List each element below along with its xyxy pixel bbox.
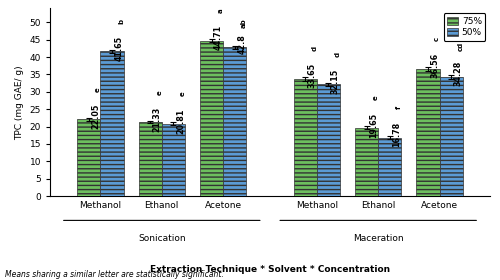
- Bar: [78, 119, 100, 196]
- Text: f: f: [396, 106, 402, 109]
- Bar: [138, 122, 162, 196]
- Bar: [223, 47, 246, 196]
- Text: Sonication: Sonication: [138, 234, 186, 242]
- Text: Extraction Technique * Solvent * Concentration: Extraction Technique * Solvent * Concent…: [150, 265, 390, 274]
- Bar: [200, 41, 223, 196]
- Bar: [294, 79, 317, 196]
- Text: 16.78: 16.78: [392, 122, 402, 147]
- Legend: 75%, 50%: 75%, 50%: [444, 13, 486, 41]
- Bar: [317, 84, 340, 196]
- Text: 33.65: 33.65: [308, 63, 317, 88]
- Text: 36.56: 36.56: [430, 53, 440, 78]
- Text: ab: ab: [241, 18, 247, 27]
- Bar: [100, 51, 124, 196]
- Bar: [378, 138, 402, 196]
- Text: e: e: [95, 87, 101, 92]
- Text: 32.15: 32.15: [331, 69, 340, 94]
- Bar: [416, 69, 440, 196]
- Y-axis label: TPC (mg GAE/ g): TPC (mg GAE/ g): [15, 65, 24, 139]
- Text: e: e: [373, 96, 379, 101]
- Text: e: e: [180, 92, 186, 96]
- Bar: [440, 77, 462, 196]
- Text: 20.81: 20.81: [176, 108, 185, 134]
- Bar: [162, 124, 185, 196]
- Text: e: e: [156, 90, 162, 95]
- Text: 44.71: 44.71: [214, 25, 223, 50]
- Text: Means sharing a similar letter are statistically significant.: Means sharing a similar letter are stati…: [5, 270, 224, 279]
- Text: d: d: [312, 46, 318, 51]
- Bar: [355, 128, 378, 196]
- Text: b: b: [118, 19, 124, 24]
- Text: a: a: [218, 8, 224, 13]
- Text: 19.65: 19.65: [369, 112, 378, 137]
- Text: 34.28: 34.28: [454, 61, 462, 86]
- Text: 42.8: 42.8: [237, 34, 246, 54]
- Text: 21.33: 21.33: [153, 106, 162, 132]
- Text: 22.05: 22.05: [92, 104, 100, 129]
- Text: Maceration: Maceration: [353, 234, 404, 242]
- Text: 41.65: 41.65: [114, 36, 124, 61]
- Text: c: c: [434, 37, 440, 41]
- Text: d: d: [334, 52, 340, 57]
- Text: cd: cd: [458, 42, 464, 51]
